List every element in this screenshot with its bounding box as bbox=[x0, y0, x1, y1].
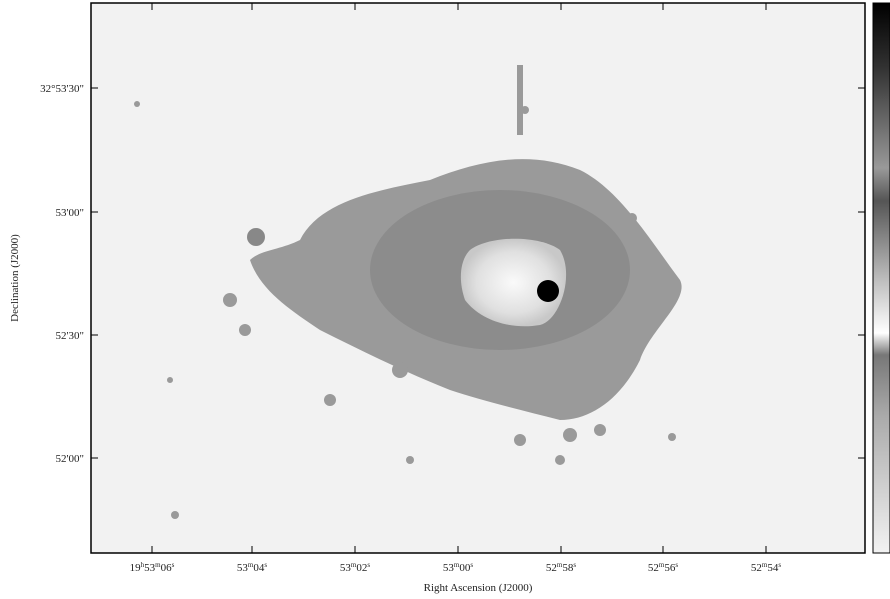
unit: m bbox=[557, 561, 563, 569]
value: 56 bbox=[664, 562, 676, 574]
value: 54 bbox=[767, 562, 779, 574]
value: 52 bbox=[751, 562, 762, 574]
y-tick-label: 53'00" bbox=[56, 207, 84, 219]
unit: m bbox=[351, 561, 357, 569]
value: 58 bbox=[562, 562, 574, 574]
y-tick-label: 52'00" bbox=[56, 453, 84, 465]
x-tick-label: 19h53m06s bbox=[130, 561, 175, 574]
unit: s bbox=[675, 561, 678, 569]
unit: s bbox=[264, 561, 267, 569]
unit: s bbox=[778, 561, 781, 569]
unit: m bbox=[248, 561, 254, 569]
value: 00 bbox=[459, 562, 471, 574]
y-tick-label: 32°53'30" bbox=[40, 83, 84, 95]
x-tick-label: 52m58s bbox=[546, 561, 576, 574]
value: 53 bbox=[144, 562, 156, 574]
unit: s bbox=[172, 561, 175, 569]
x-tick-label: 53m02s bbox=[340, 561, 370, 574]
plot-frame bbox=[90, 2, 866, 554]
value: 04 bbox=[253, 562, 265, 574]
colorbar bbox=[872, 2, 890, 554]
unit: h bbox=[141, 561, 145, 569]
value: 53 bbox=[443, 562, 455, 574]
unit: m bbox=[762, 561, 768, 569]
value: 02 bbox=[356, 562, 367, 574]
value: 53 bbox=[237, 562, 249, 574]
x-tick-label: 52m54s bbox=[751, 561, 781, 574]
sky-image bbox=[91, 3, 865, 553]
value: 52 bbox=[546, 562, 557, 574]
value: 19 bbox=[130, 562, 142, 574]
ticks: 19h53m06s 53m04s 53m02s 53m00s 52m58s 52m56s 5… bbox=[40, 3, 865, 574]
y-tick-label: 52'30" bbox=[56, 330, 84, 342]
x-tick-label: 52m56s bbox=[648, 561, 678, 574]
unit: m bbox=[659, 561, 665, 569]
unit: s bbox=[573, 561, 576, 569]
unit: s bbox=[367, 561, 370, 569]
value: 06 bbox=[161, 562, 173, 574]
x-tick-label: 53m00s bbox=[443, 561, 473, 574]
unit: s bbox=[470, 561, 473, 569]
unit: m bbox=[155, 561, 161, 569]
value: 53 bbox=[340, 562, 352, 574]
unit: m bbox=[454, 561, 460, 569]
value: 52 bbox=[648, 562, 659, 574]
y-axis-title: Declination (J2000) bbox=[9, 234, 21, 322]
x-axis-title: Right Ascension (J2000) bbox=[424, 582, 533, 594]
x-tick-label: 53m04s bbox=[237, 561, 267, 574]
